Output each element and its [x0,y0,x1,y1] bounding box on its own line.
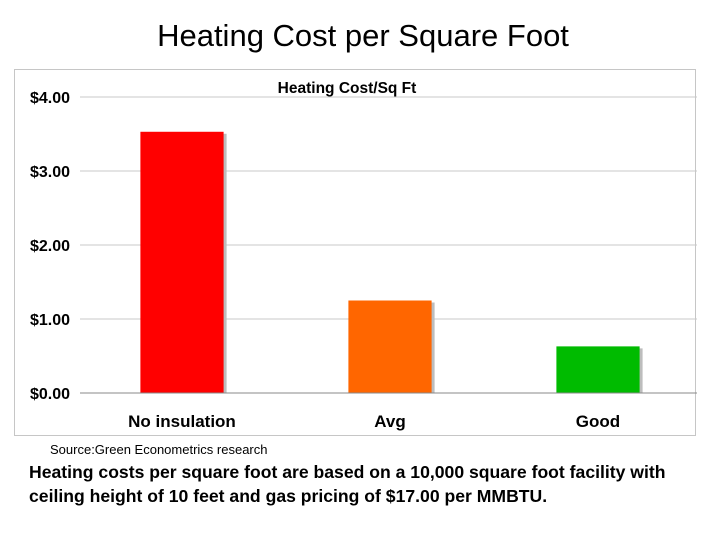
bar [140,131,224,393]
x-tick-label: No insulation [128,412,236,431]
source-note: Source:Green Econometrics research [50,442,268,457]
bar [348,300,432,393]
y-tick-label: $2.00 [30,238,70,255]
y-tick-labels: $0.00 $1.00 $2.00 $3.00 $4.00 [30,90,70,403]
y-tick-label: $1.00 [30,312,70,329]
y-tick-label: $4.00 [30,90,70,107]
page-title: Heating Cost per Square Foot [157,18,569,53]
x-tick-label: Avg [374,412,406,431]
bars [140,131,643,393]
y-tick-label: $3.00 [30,164,70,181]
y-tick-label: $0.00 [30,386,70,403]
x-tick-labels: No insulation Avg Good [128,412,620,431]
footnote: Heating costs per square foot are based … [29,462,666,506]
chart-title: Heating Cost/Sq Ft [278,80,417,97]
x-tick-label: Good [576,412,620,431]
bar [556,346,640,393]
